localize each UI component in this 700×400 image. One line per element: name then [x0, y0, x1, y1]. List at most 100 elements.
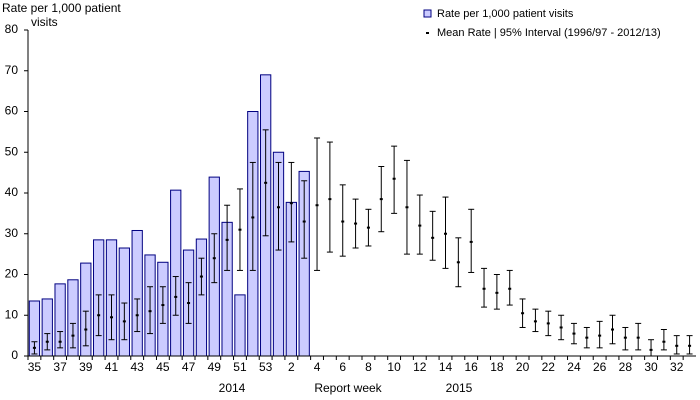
mean-marker	[392, 177, 396, 180]
legend-label: Mean Rate | 95% Interval (1996/97 - 2012…	[437, 27, 661, 39]
mean-marker	[405, 206, 409, 209]
mean-marker	[45, 340, 49, 343]
x-tick-label: 51	[233, 360, 247, 374]
mean-marker	[546, 322, 550, 325]
mean-marker	[187, 302, 191, 305]
mean-marker	[110, 316, 113, 319]
mean-marker	[135, 314, 139, 317]
y-tick-label: 30	[5, 226, 19, 240]
y-tick-label: 40	[5, 185, 19, 199]
mean-marker	[161, 304, 165, 307]
x-tick-label: 35	[28, 360, 42, 374]
mean-marker	[225, 238, 229, 241]
mean-marker	[277, 206, 280, 209]
y-tick-label: 50	[5, 144, 19, 158]
mean-marker	[585, 336, 589, 339]
x-tick-label: 53	[259, 360, 273, 374]
bar	[234, 294, 246, 357]
y-tick-label: 20	[5, 267, 19, 281]
mean-marker	[251, 216, 255, 219]
mean-marker	[533, 320, 537, 323]
y-tick-label: 60	[5, 104, 19, 118]
mean-marker	[84, 328, 88, 331]
mean-marker	[289, 202, 293, 205]
mean-marker	[636, 336, 640, 339]
x-tick-label: 10	[387, 360, 401, 374]
mean-marker	[418, 224, 422, 227]
x-tick-label: 39	[79, 360, 93, 374]
year-label: 2015	[446, 381, 473, 395]
mean-marker	[623, 336, 627, 339]
mean-marker	[238, 228, 242, 231]
y-axis-label: visits	[31, 15, 58, 29]
mean-marker	[97, 314, 101, 317]
x-tick-label: 30	[644, 360, 658, 374]
x-tick-label: 43	[131, 360, 145, 374]
legend-label: Rate per 1,000 patient visits	[437, 8, 574, 20]
mean-marker	[341, 220, 345, 223]
mean-marker	[521, 312, 525, 315]
x-tick-label: 24	[567, 360, 581, 374]
mean-marker	[598, 334, 602, 337]
x-tick-label: 6	[339, 360, 346, 374]
x-tick-label: 22	[542, 360, 556, 374]
mean-marker	[572, 332, 576, 335]
mean-marker	[264, 181, 268, 184]
x-tick-label: 37	[53, 360, 67, 374]
x-tick-label: 32	[670, 360, 684, 374]
y-axis-label: Rate per 1,000 patient	[2, 1, 121, 15]
mean-marker	[212, 257, 216, 260]
mean-marker	[148, 310, 152, 313]
bar	[131, 229, 143, 357]
x-tick-label: 26	[593, 360, 607, 374]
mean-marker	[366, 226, 370, 229]
mean-marker	[328, 198, 332, 201]
x-axis-label: Report week	[314, 381, 382, 395]
mean-marker	[379, 198, 383, 201]
mean-marker	[456, 261, 460, 264]
mean-marker	[662, 340, 666, 343]
mean-marker	[649, 348, 653, 351]
mean-marker	[482, 287, 486, 290]
legend-swatch	[426, 32, 429, 34]
y-tick-label: 70	[5, 63, 19, 77]
y-tick-label: 80	[5, 22, 19, 36]
mean-marker	[508, 287, 512, 290]
x-tick-label: 4	[314, 360, 321, 374]
x-tick-label: 20	[516, 360, 530, 374]
mean-marker	[199, 275, 203, 278]
mean-marker	[611, 328, 614, 331]
mean-marker	[122, 320, 126, 323]
mean-marker	[302, 220, 306, 223]
x-tick-label: 2	[288, 360, 295, 374]
mean-marker	[444, 232, 447, 235]
x-tick-label: 45	[156, 360, 170, 374]
legend-swatch	[423, 9, 432, 18]
mean-marker	[495, 291, 499, 294]
mean-marker	[688, 344, 692, 347]
year-label: 2014	[219, 381, 246, 395]
mean-marker	[174, 295, 178, 298]
x-tick-label: 28	[619, 360, 633, 374]
x-tick-label: 49	[208, 360, 222, 374]
x-tick-label: 18	[490, 360, 504, 374]
mean-marker	[675, 344, 679, 347]
x-tick-label: 16	[465, 360, 479, 374]
mean-marker	[32, 346, 36, 349]
bar	[170, 189, 182, 357]
y-tick-label: 10	[5, 307, 19, 321]
mean-marker	[315, 204, 319, 207]
x-tick-label: 47	[182, 360, 196, 374]
x-tick-label: 12	[413, 360, 427, 374]
mean-marker	[71, 334, 75, 337]
mean-marker	[469, 240, 473, 243]
x-tick-label: 14	[439, 360, 453, 374]
y-tick-label: 0	[11, 348, 18, 362]
x-tick-label: 41	[105, 360, 119, 374]
mean-marker	[354, 222, 358, 225]
mean-marker	[431, 236, 435, 239]
bar	[195, 238, 208, 357]
mean-marker	[559, 326, 563, 329]
